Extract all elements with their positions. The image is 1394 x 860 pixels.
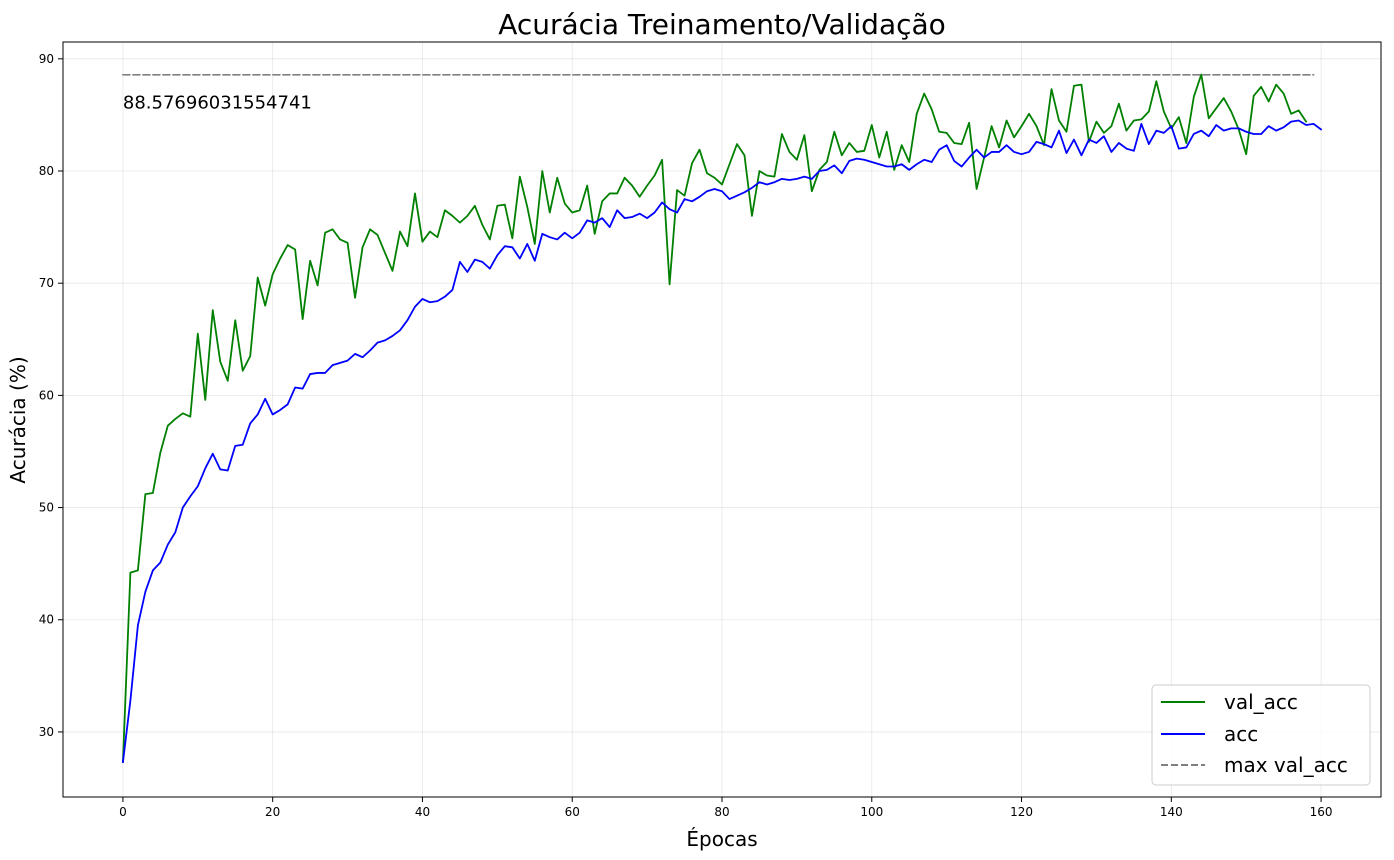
y-axis-label: Acurácia (%) <box>6 356 30 483</box>
legend-box <box>1151 684 1371 786</box>
y-tick-label: 70 <box>39 276 54 290</box>
x-tick-label: 0 <box>119 805 127 819</box>
y-axis-ticks: 30 40 50 60 70 80 90 <box>39 52 63 739</box>
x-tick-label: 160 <box>1310 805 1333 819</box>
x-tick-label: 40 <box>415 805 430 819</box>
legend-label-val-acc: val_acc <box>1224 690 1298 714</box>
x-tick-label: 20 <box>265 805 280 819</box>
y-tick-label: 60 <box>39 388 54 402</box>
x-tick-label: 80 <box>714 805 729 819</box>
series-line-acc <box>122 119 1322 764</box>
grid <box>63 42 1381 797</box>
x-axis-ticks: 0 20 40 60 80 100 120 140 160 <box>119 797 1333 819</box>
y-tick-label: 30 <box>39 725 54 739</box>
x-tick-label: 100 <box>860 805 883 819</box>
x-axis-label: Épocas <box>686 827 757 851</box>
y-tick-label: 80 <box>39 164 54 178</box>
y-tick-label: 90 <box>39 52 54 66</box>
x-tick-label: 60 <box>565 805 580 819</box>
x-tick-label: 140 <box>1160 805 1183 819</box>
legend: val_acc acc max val_acc <box>1151 684 1371 786</box>
max-value-annotation: 88.57696031554741 <box>123 93 312 114</box>
series-line-val-acc <box>122 73 1308 764</box>
legend-label-max-val-acc: max val_acc <box>1224 753 1348 777</box>
x-tick-label: 120 <box>1010 805 1033 819</box>
y-tick-label: 50 <box>39 501 54 515</box>
chart-title: Acurácia Treinamento/Validação <box>498 8 946 41</box>
series-layer <box>122 73 1322 764</box>
legend-label-acc: acc <box>1224 722 1258 746</box>
y-tick-label: 40 <box>39 613 54 627</box>
